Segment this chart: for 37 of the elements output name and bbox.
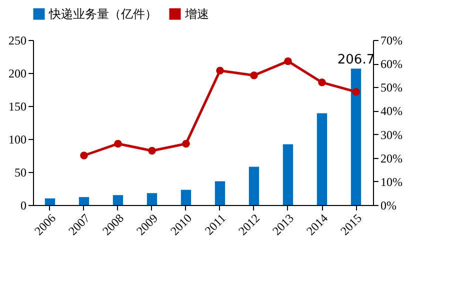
bar [78, 197, 90, 205]
data-label: 206.7 [337, 52, 375, 68]
y2-tick-label: 40% [380, 104, 402, 118]
y-tick-label: 50 [14, 166, 26, 180]
y-tick-label: 100 [8, 132, 26, 146]
y2-tick-label: 60% [380, 57, 402, 72]
point [318, 78, 326, 86]
legend-label: 快递业务量（亿件） [48, 7, 157, 21]
y2-tick-label: 10% [380, 174, 402, 189]
bar [282, 144, 294, 205]
y-tick-label: 200 [8, 66, 26, 80]
bar [214, 181, 226, 205]
point [352, 88, 360, 96]
legend-label: 增速 [184, 7, 209, 21]
y2-tick-label: 50% [380, 80, 402, 95]
y2-tick-label: 0% [380, 198, 396, 212]
point [114, 140, 122, 148]
y2-tick-label: 70% [380, 34, 402, 48]
point [216, 66, 224, 75]
y-tick-label: 250 [8, 34, 26, 48]
bar [180, 190, 192, 205]
bar [146, 193, 158, 205]
bar [350, 68, 362, 205]
bar [112, 195, 124, 205]
bar [248, 166, 260, 205]
point [284, 57, 292, 66]
y2-tick-label: 30% [380, 128, 402, 142]
point [80, 152, 88, 160]
bar [316, 113, 328, 205]
point [250, 71, 258, 80]
bar [44, 198, 56, 205]
point [182, 140, 190, 148]
y2-tick-label: 20% [380, 151, 402, 166]
point [148, 146, 156, 155]
y-tick-label: 150 [8, 100, 26, 114]
y-tick-label: 0 [20, 198, 26, 212]
x-tick-label: 2011 [202, 211, 228, 238]
